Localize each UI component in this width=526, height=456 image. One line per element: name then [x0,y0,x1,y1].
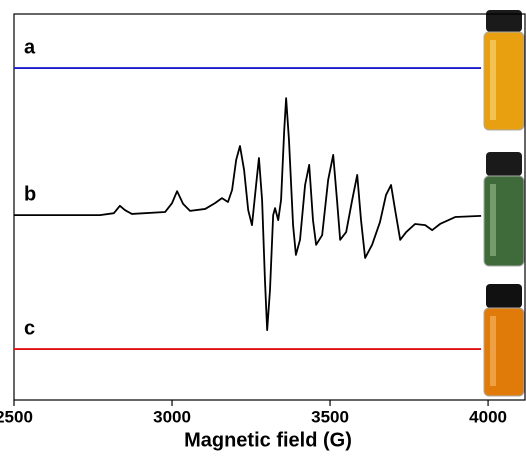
x-tick-label: 4000 [469,407,507,426]
trace [14,97,482,332]
vial-a [483,10,525,131]
x-tick-label: 2500 [0,407,33,426]
plot-frame [13,13,526,401]
vials [483,10,525,397]
vial-c [483,284,525,397]
x-tick-label: 3000 [153,407,191,426]
vial-b [483,152,525,267]
trace-label: c [24,317,35,339]
trace-label: b [24,183,36,205]
x-axis-title: Magnetic field (G) [184,429,352,451]
trace-label: a [24,36,36,58]
x-tick-label: 3500 [311,407,349,426]
